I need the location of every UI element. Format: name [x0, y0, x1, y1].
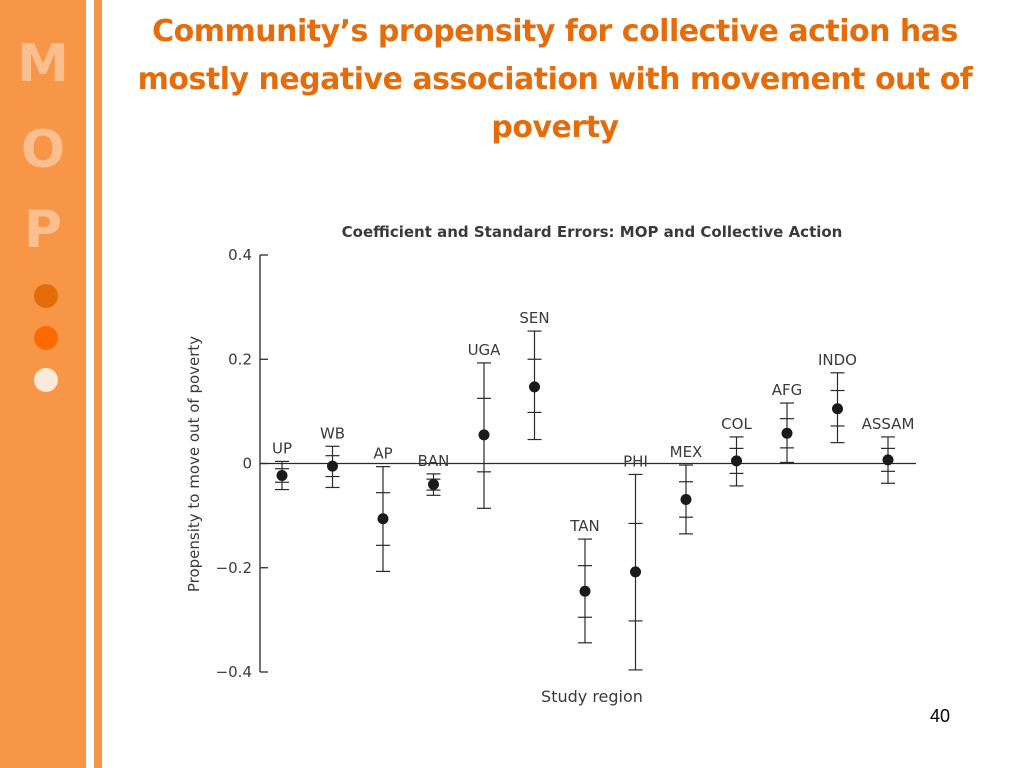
- data-point: [529, 381, 540, 393]
- data-point-group: UGA: [468, 341, 502, 509]
- sidebar-dot-icon: [34, 368, 58, 392]
- data-point: [478, 429, 490, 441]
- sidebar-dot-icon: [34, 284, 58, 308]
- point-label: MEX: [670, 443, 703, 461]
- data-point-group: INDO: [818, 351, 857, 444]
- sidebar-letter-p: P: [23, 200, 63, 260]
- x-axis-label: Study region: [541, 687, 643, 706]
- point-label: PHI: [623, 452, 648, 470]
- data-point: [579, 585, 591, 597]
- data-point-group: WB: [320, 424, 345, 489]
- point-label: SEN: [519, 309, 549, 327]
- sidebar-dot-icon: [34, 326, 58, 350]
- y-axis-label: Propensity to move out of poverty: [185, 336, 203, 592]
- data-point: [680, 493, 692, 505]
- chart-title: Coefficient and Standard Errors: MOP and…: [342, 223, 843, 241]
- point-label: UGA: [468, 341, 502, 359]
- point-label: TAN: [569, 517, 599, 535]
- y-tick-label: 0.2: [228, 350, 252, 368]
- y-tick-label: 0.4: [228, 246, 252, 264]
- point-label: UP: [272, 439, 292, 457]
- data-point: [428, 478, 439, 490]
- data-point-group: AP: [373, 445, 393, 572]
- data-point: [781, 427, 793, 439]
- y-tick-label: −0.2: [216, 559, 252, 577]
- data-point-group: AFG: [772, 381, 803, 464]
- data-point-group: BAN: [418, 452, 450, 496]
- data-point-group: COL: [721, 415, 752, 487]
- chart-marks: UP WB AP BAN UGA SEN TAN PHI MEX COL AFG INDO ASSAM: [272, 309, 915, 671]
- data-point: [377, 513, 389, 525]
- point-label: INDO: [818, 351, 857, 369]
- point-label: AFG: [772, 381, 803, 399]
- slide-number: 40: [930, 706, 951, 726]
- data-point: [731, 455, 742, 467]
- data-point: [882, 454, 894, 466]
- sidebar-stripe: [94, 0, 102, 768]
- data-point-group: UP: [272, 439, 292, 491]
- data-point-group: PHI: [623, 452, 648, 671]
- y-tick-label: 0: [242, 455, 252, 473]
- data-point: [832, 403, 843, 415]
- point-label: ASSAM: [862, 415, 915, 433]
- data-point: [327, 460, 338, 472]
- y-tick-label: −0.4: [216, 663, 252, 681]
- chart-axes: 0.4 0.2 0 −0.2 −0.4: [216, 246, 916, 681]
- point-label: AP: [373, 445, 392, 463]
- data-point-group: TAN: [569, 517, 600, 644]
- sidebar-letter-m: M: [17, 34, 69, 94]
- point-label: BAN: [418, 452, 450, 470]
- point-label: COL: [721, 415, 752, 433]
- sidebar-letter-o: O: [20, 120, 66, 180]
- point-label: WB: [320, 424, 345, 442]
- data-point: [630, 566, 641, 578]
- data-point-group: MEX: [670, 443, 703, 535]
- sidebar-panel: M O P: [0, 0, 86, 768]
- data-point: [276, 469, 288, 481]
- data-point-group: ASSAM: [862, 415, 915, 484]
- data-point-group: SEN: [519, 309, 550, 441]
- slide-title: Community’s propensity for collective ac…: [137, 14, 973, 145]
